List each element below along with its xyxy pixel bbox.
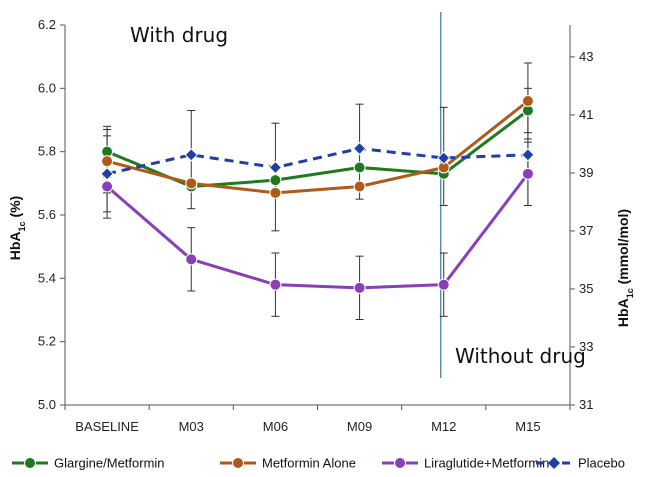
series-marker-1 bbox=[521, 95, 534, 107]
right-tick-label: 43 bbox=[579, 49, 593, 64]
left-tick-label: 5.4 bbox=[38, 270, 56, 285]
left-tick-label: 5.8 bbox=[38, 144, 56, 159]
x-tick-label: M03 bbox=[179, 419, 204, 434]
with-drug-annotation: With drug bbox=[130, 23, 228, 47]
left-axis-title: HbA1c (%) bbox=[7, 196, 27, 260]
series-marker-2 bbox=[101, 180, 114, 193]
series-marker-3 bbox=[184, 148, 198, 162]
left-axis-title-sub: 1c bbox=[17, 221, 27, 231]
x-tick-label: M12 bbox=[431, 419, 456, 434]
series-markers bbox=[100, 95, 535, 294]
series-marker-2 bbox=[521, 167, 534, 180]
legend-label-0: Glargine/Metformin bbox=[54, 456, 165, 471]
x-tick-label: BASELINE bbox=[75, 419, 139, 434]
legend-marker-3 bbox=[548, 457, 560, 469]
series-marker-2 bbox=[437, 278, 450, 291]
series-line-1 bbox=[106, 99, 529, 195]
right-tick-label: 35 bbox=[579, 281, 593, 296]
left-tick-label: 6.2 bbox=[38, 17, 56, 32]
legend-marker-1 bbox=[232, 457, 244, 469]
left-axis-title-main: HbA bbox=[7, 231, 23, 260]
series-marker-1 bbox=[101, 155, 114, 168]
legend-label-1: Metformin Alone bbox=[262, 456, 356, 471]
series-lines bbox=[106, 99, 530, 290]
left-tick-label: 5.2 bbox=[38, 334, 56, 349]
series-marker-2 bbox=[185, 253, 198, 266]
legend-marker-0 bbox=[24, 457, 36, 469]
left-tick-label: 5.6 bbox=[38, 207, 56, 222]
left-tick-label: 5.0 bbox=[38, 397, 56, 412]
series-marker-1 bbox=[269, 186, 282, 199]
right-axis-title-unit: (mmol/mol) bbox=[615, 209, 631, 288]
legend: Glargine/Metformin Metformin Alone Liraglu… bbox=[12, 456, 625, 471]
series-marker-0 bbox=[353, 161, 366, 174]
right-tick-label: 31 bbox=[579, 397, 593, 412]
right-axis-ticks: 31 33 35 37 39 41 43 bbox=[570, 49, 593, 412]
right-tick-label: 37 bbox=[579, 223, 593, 238]
right-tick-label: 41 bbox=[579, 107, 593, 122]
legend-label-3: Placebo bbox=[578, 456, 625, 471]
series-line-0 bbox=[106, 109, 529, 188]
series-marker-2 bbox=[353, 281, 366, 294]
left-axis-title-unit: (%) bbox=[7, 196, 23, 222]
without-drug-annotation: Without drug bbox=[455, 344, 586, 368]
series-marker-3 bbox=[268, 160, 283, 175]
series-marker-0 bbox=[269, 174, 282, 187]
right-axis-title-sub: 1c bbox=[625, 288, 635, 298]
series-marker-1 bbox=[353, 180, 366, 193]
error-bars bbox=[103, 62, 532, 320]
left-tick-label: 6.0 bbox=[38, 80, 56, 95]
series-marker-1 bbox=[185, 177, 198, 190]
series-line-3 bbox=[106, 147, 528, 176]
right-tick-label: 39 bbox=[579, 165, 593, 180]
series-marker-3 bbox=[352, 141, 367, 156]
left-axis-ticks: 5.0 5.2 5.4 5.6 5.8 6.0 6.2 bbox=[38, 17, 65, 412]
series-marker-3 bbox=[521, 148, 535, 162]
right-axis-title-main: HbA bbox=[615, 298, 631, 327]
x-tick-label: M09 bbox=[347, 419, 372, 434]
series-marker-3 bbox=[100, 167, 114, 181]
series-marker-2 bbox=[269, 278, 282, 291]
x-tick-label: M15 bbox=[515, 419, 540, 434]
series-marker-3 bbox=[437, 151, 451, 165]
series-line-2 bbox=[106, 172, 530, 290]
x-axis-ticks: BASELINE M03 M06 M09 M12 M15 bbox=[64, 405, 571, 434]
right-tick-label: 33 bbox=[579, 339, 593, 354]
legend-marker-2 bbox=[394, 457, 406, 469]
right-axis-title: HbA1c (mmol/mol) bbox=[615, 209, 635, 327]
legend-label-2: Liraglutide+Metformin bbox=[424, 456, 549, 471]
x-tick-label: M06 bbox=[263, 419, 288, 434]
